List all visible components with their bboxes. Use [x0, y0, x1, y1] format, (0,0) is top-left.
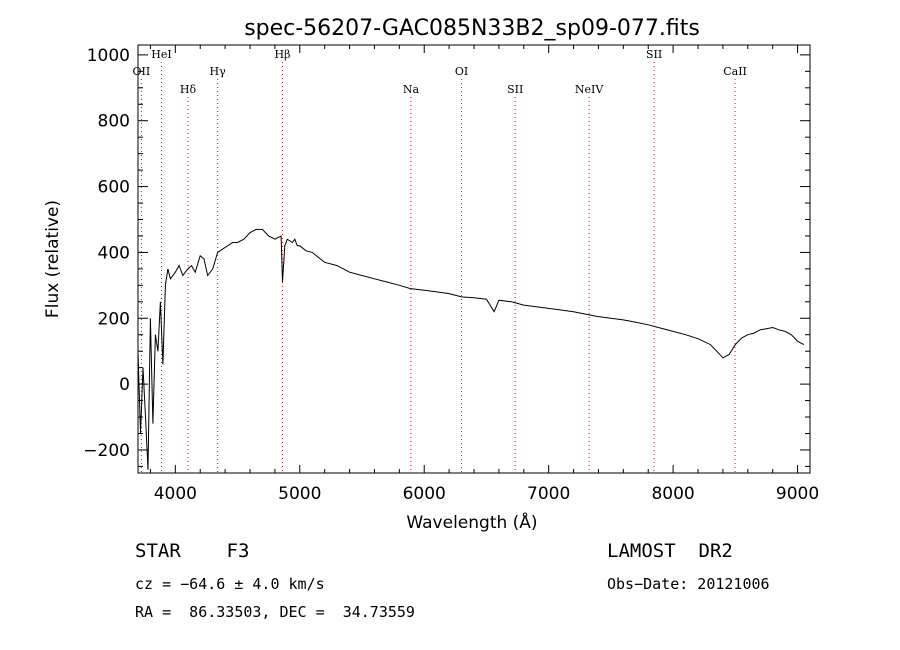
- chart-title: spec-56207-GAC085N33B2_sp09-077.fits: [244, 16, 700, 41]
- spectral-line-label: SII: [646, 48, 662, 61]
- spectral-line-label: HeI: [151, 48, 171, 61]
- y-tick-label: 1000: [87, 46, 130, 66]
- object-class: STAR F3: [135, 540, 250, 562]
- x-tick-label: 4000: [154, 484, 197, 504]
- spectral-line-label: CaII: [723, 65, 747, 78]
- spectral-line-label: Na: [403, 83, 420, 96]
- survey-release: LAMOST DR2: [607, 540, 733, 562]
- x-tick-label: 6000: [403, 484, 446, 504]
- y-tick-label: 600: [98, 178, 130, 198]
- redshift-readout: cz = −64.6 ± 4.0 km/s: [135, 575, 325, 593]
- x-tick-label: 8000: [651, 484, 694, 504]
- y-tick-label: 200: [98, 309, 130, 329]
- x-tick-label: 9000: [776, 484, 819, 504]
- y-tick-label: 400: [98, 243, 130, 263]
- y-tick-label: 0: [119, 375, 130, 395]
- y-tick-label: 800: [98, 112, 130, 132]
- y-tick-label: −200: [83, 441, 130, 461]
- observation-date: Obs−Date: 20121006: [607, 575, 770, 593]
- spectral-line-label: Hδ: [180, 83, 197, 96]
- x-tick-label: 7000: [527, 484, 570, 504]
- spectrum-series: [137, 228, 805, 470]
- spectral-line-label: NeIV: [575, 83, 604, 96]
- spectral-line-label: Hγ: [210, 65, 227, 78]
- spectral-line-label: Hβ: [275, 48, 291, 61]
- x-axis-label: Wavelength (Å): [406, 511, 537, 533]
- coordinates-readout: RA = 86.33503, DEC = 34.73559: [135, 603, 415, 621]
- x-tick-label: 5000: [278, 484, 321, 504]
- plot-frame: [137, 44, 811, 474]
- spectral-line-label: SII: [507, 83, 523, 96]
- spectral-line-label: OI: [455, 65, 468, 78]
- y-axis-label: Flux (relative): [43, 200, 63, 318]
